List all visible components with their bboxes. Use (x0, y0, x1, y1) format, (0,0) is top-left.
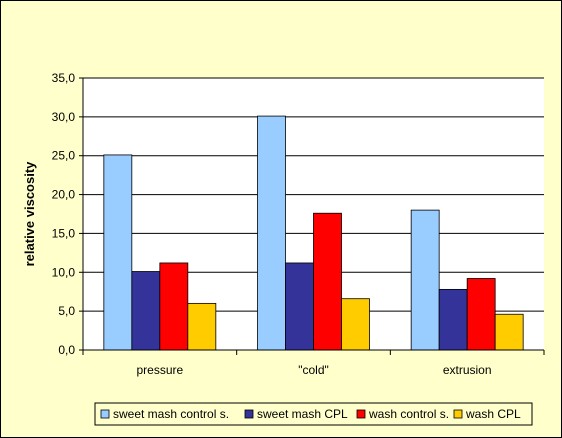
legend-box (94, 402, 533, 426)
y-tick-label: 35,0 (52, 71, 76, 85)
legend-label: sweet mash CPL (257, 407, 348, 421)
bar (257, 115, 286, 351)
y-tick-label: 15,0 (52, 226, 76, 240)
x-category-label: extrusion (443, 363, 492, 377)
bar (159, 262, 189, 351)
bar (285, 262, 314, 351)
bar (466, 278, 496, 351)
bar (410, 209, 440, 351)
y-tick-label: 0,0 (58, 343, 75, 357)
y-tick-label: 30,0 (52, 110, 76, 124)
y-axis-label: relative viscosity (22, 161, 37, 267)
legend-label: wash control s. (368, 407, 449, 421)
y-tick-label: 5,0 (58, 304, 75, 318)
x-category-label: pressure (136, 363, 183, 377)
y-tick-label: 25,0 (52, 149, 76, 163)
bar (494, 313, 524, 351)
bar (131, 271, 161, 351)
legend-swatch (100, 409, 110, 419)
y-tick-label: 10,0 (52, 265, 76, 279)
y-tick-labels: 0,0 5,0 10,0 15,0 20,0 25,0 30,0 35,0 (52, 71, 76, 357)
bar (313, 212, 342, 351)
bar (103, 154, 133, 351)
bar (341, 298, 370, 351)
x-category-label: "cold" (298, 363, 329, 377)
y-tick-label: 20,0 (52, 188, 76, 202)
legend-label: sweet mash control s. (113, 407, 229, 421)
axes (79, 77, 545, 355)
legend-label: wash CPL (465, 407, 521, 421)
legend-swatch (453, 409, 463, 419)
bar (438, 288, 468, 351)
legend-swatch (356, 409, 366, 419)
x-category-labels: pressure "cold" extrusion (136, 363, 491, 377)
legend-swatch (244, 409, 254, 419)
bar (187, 302, 217, 351)
legend: sweet mash control s. sweet mash CPL wash … (94, 402, 533, 426)
